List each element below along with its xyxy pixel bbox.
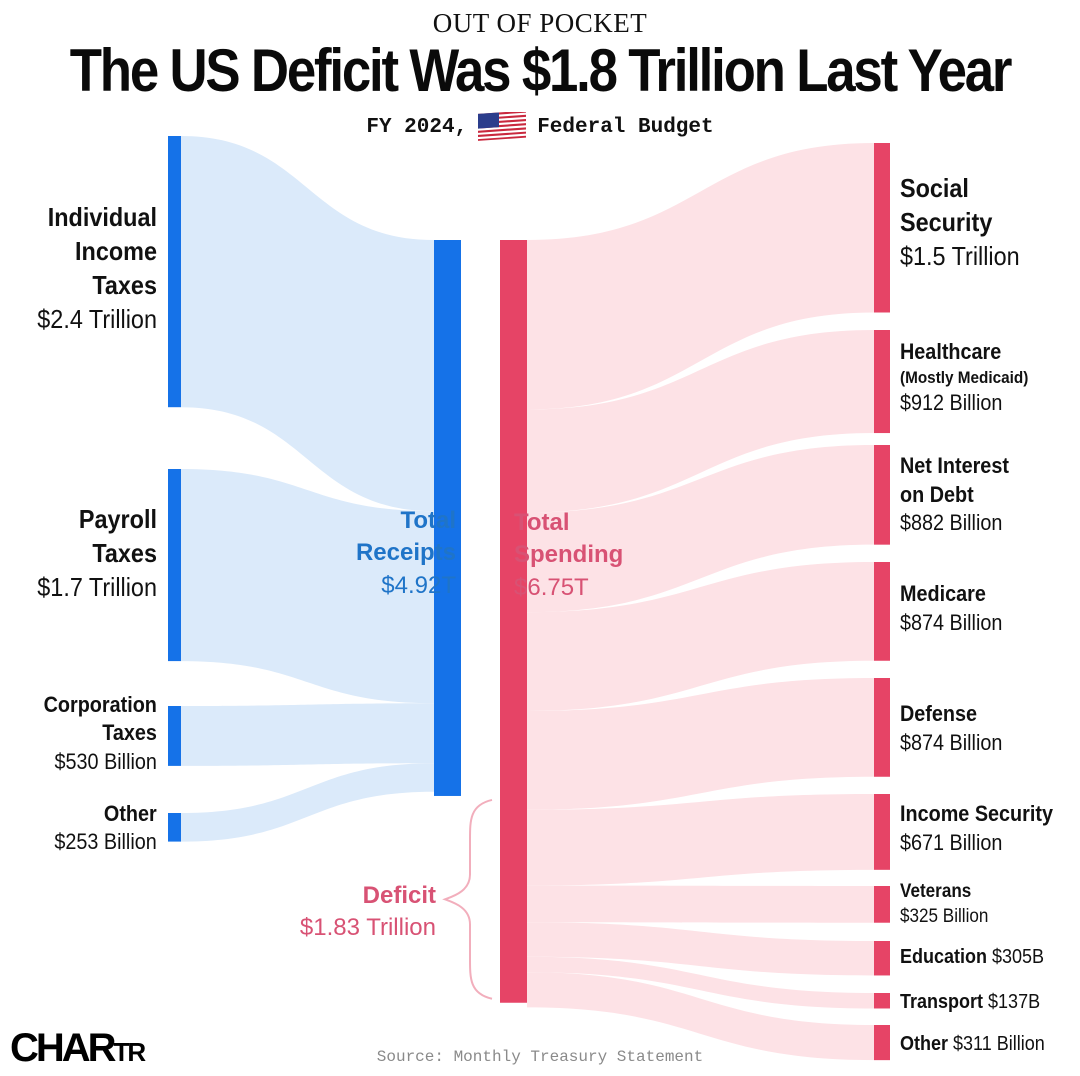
source-bar-individual-income-taxes — [168, 136, 181, 408]
target-label-social-security: Social Security $1.5 Trillion — [900, 173, 1020, 271]
subtitle-prefix: FY 2024, — [366, 115, 468, 139]
total-receipts-bar — [434, 240, 461, 796]
flow-spending-7 — [527, 922, 874, 976]
source-label-corporation-taxes: Corporation Taxes $530 Billion — [43, 691, 158, 774]
flow-spending-1 — [527, 330, 874, 513]
flow-spending-5 — [527, 794, 874, 886]
target-label-defense: Defense $874 Billion — [900, 701, 1003, 755]
deficit-label: Deficit $1.83 Trillion — [299, 882, 436, 942]
flow-spending-8 — [527, 956, 874, 1009]
flow-spending-6 — [527, 885, 874, 923]
target-label-veterans: Veterans $325 Billion — [900, 881, 989, 927]
target-bar-social-security — [874, 143, 890, 313]
flow-receipts-3 — [181, 763, 434, 842]
chart-kicker: OUT OF POCKET — [432, 8, 648, 38]
target-label-income-security: Income Security $671 Billion — [900, 801, 1053, 855]
source-label-other: Other $253 Billion — [54, 800, 157, 855]
chart-subtitle: FY 2024, Federal Budget — [0, 112, 1080, 142]
flow-spending-9 — [527, 972, 874, 1061]
target-bar-net-interest-on-debt — [874, 445, 890, 545]
source-bar-corporation-taxes — [168, 706, 181, 766]
source-bar-payroll-taxes — [168, 469, 181, 662]
target-label-education: Education $305B — [900, 946, 1045, 968]
target-label-transport: Transport $137B — [900, 991, 1041, 1013]
us-flag-icon — [478, 112, 527, 141]
total-spending-bar — [500, 240, 527, 1003]
flow-spending-0 — [527, 143, 874, 410]
flow-spending-2 — [527, 445, 874, 613]
flow-receipts-0 — [181, 136, 434, 512]
source-bar-other — [168, 813, 181, 842]
flow-spending-4 — [527, 678, 874, 810]
deficit-brace — [442, 798, 493, 1000]
target-label-healthcare: Healthcare (Mostly Medicaid) $912 Billion — [900, 339, 1029, 415]
source-note: Source: Monthly Treasury Statement — [376, 1048, 704, 1066]
target-bar-healthcare — [874, 330, 890, 434]
target-label-other: Other $311 Billion — [900, 1033, 1045, 1055]
total-spending-label: Total Spending $6.75T — [514, 509, 624, 601]
target-bar-education — [874, 941, 890, 976]
chart-title: The US Deficit Was $1.8 Trillion Last Ye… — [69, 37, 1013, 104]
target-bar-other — [874, 1025, 890, 1061]
flow-receipts-1 — [181, 469, 434, 704]
source-label-individual-income-taxes: Individual Income Taxes $2.4 Trillion — [37, 202, 157, 334]
target-bar-income-security — [874, 794, 890, 870]
target-bar-medicare — [874, 562, 890, 661]
target-bar-transport — [874, 993, 890, 1009]
subtitle-suffix: Federal Budget — [537, 115, 714, 139]
target-label-medicare: Medicare $874 Billion — [900, 581, 1003, 635]
total-receipts-label: Total Receipts $4.92T — [355, 507, 456, 599]
chartr-logo: CHARTR — [10, 1026, 146, 1070]
target-bar-veterans — [874, 886, 890, 923]
target-label-net-interest-on-debt: Net Interest on Debt $882 Billion — [900, 453, 1009, 536]
flow-spending-3 — [527, 562, 874, 711]
source-label-payroll-taxes: Payroll Taxes $1.7 Trillion — [37, 504, 157, 602]
target-bar-defense — [874, 678, 890, 777]
flow-receipts-2 — [181, 703, 434, 766]
